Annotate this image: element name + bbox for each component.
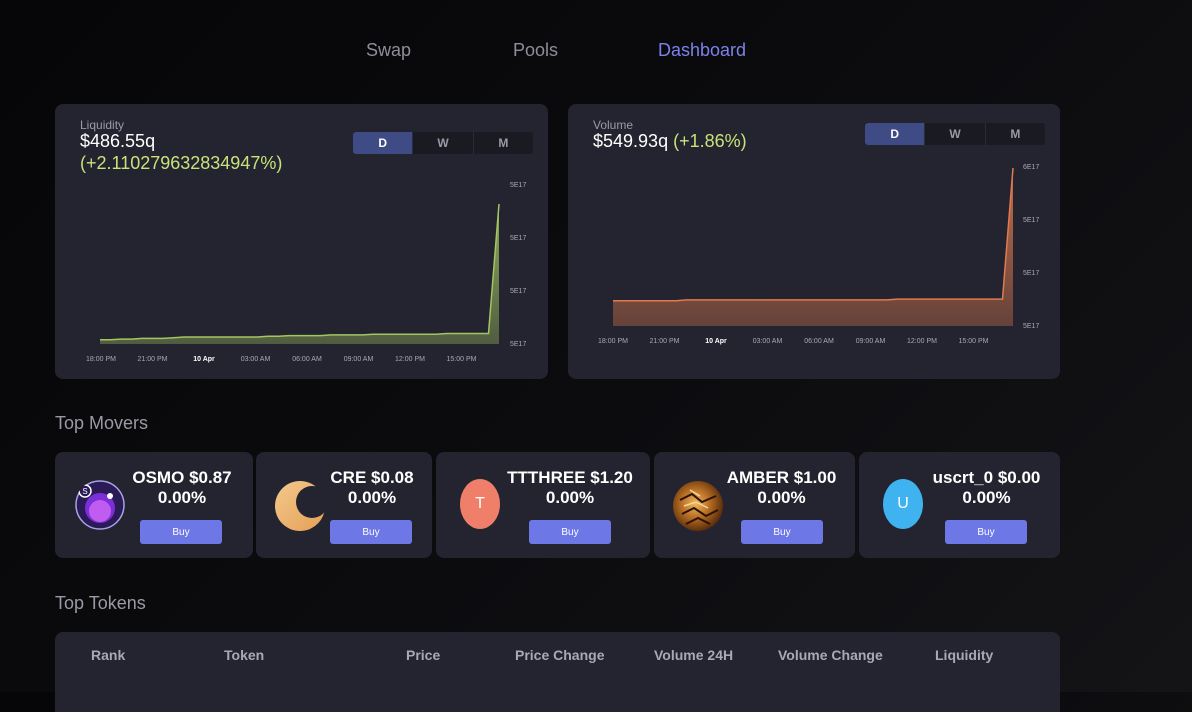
mover-change: 0.00% <box>757 488 806 507</box>
nav-swap[interactable]: Swap <box>366 40 412 60</box>
letter-u-icon: U <box>883 479 923 529</box>
chart-area-volume <box>613 168 1013 326</box>
mover-price: $0.08 <box>371 468 414 487</box>
liquidity-card: 18:00 PM 21:00 PM 10 Apr 03:00 AM 06:00 AM 09… <box>55 104 548 379</box>
liquidity-period-month[interactable]: M <box>498 136 509 150</box>
liquidity-label: Liquidity <box>80 118 125 132</box>
column-header-rank[interactable]: Rank <box>91 647 126 663</box>
column-header-volume-change[interactable]: Volume Change <box>778 647 883 663</box>
mover-card-amber: AMBER $1.00 0.00% Buy <box>654 452 855 558</box>
mover-info: OSMO $0.87 0.00% <box>127 468 237 508</box>
x-tick-label: 18:00 PM <box>598 338 628 345</box>
osmo-logo-icon: S <box>75 480 125 530</box>
volume-period-month[interactable]: M <box>1010 127 1021 141</box>
column-header-price[interactable]: Price <box>406 647 441 663</box>
mover-change: 0.00% <box>347 488 397 507</box>
mover-symbol: CRE <box>330 468 367 487</box>
x-tick-label: 03:00 AM <box>753 338 783 345</box>
y-tick-label: 5E17 <box>510 341 526 348</box>
mover-change: 0.00% <box>545 488 595 507</box>
x-tick-label: 10 Apr <box>705 338 727 345</box>
svg-text:S: S <box>82 487 87 496</box>
mover-price: $1.20 <box>590 468 633 487</box>
x-tick-label: 18:00 PM <box>86 356 116 363</box>
chart-area-liquidity <box>100 204 499 344</box>
volume-period-day[interactable]: D <box>865 123 926 145</box>
mover-info: AMBER $1.00 0.00% <box>724 468 839 508</box>
liquidity-period-week[interactable]: W <box>413 132 474 154</box>
top-tokens-title: Top Tokens <box>55 593 146 613</box>
buy-button-uscrt[interactable]: Buy <box>945 520 1027 544</box>
y-tick-label: 5E17 <box>1023 270 1039 277</box>
liquidity-period-day[interactable]: D <box>353 132 414 154</box>
x-tick-label: 15:00 PM <box>959 338 989 345</box>
buy-button-cre[interactable]: Buy <box>330 520 412 544</box>
y-tick-label: 5E17 <box>1023 217 1039 224</box>
volume-card: 18:00 PM 21:00 PM 10 Apr 03:00 AM 06:00 AM 09… <box>568 104 1060 379</box>
y-tick-label: 5E17 <box>510 235 526 242</box>
column-header-token[interactable]: Token <box>224 647 265 663</box>
liquidity-value-block: $486.55q (+2.110279632834947%) <box>80 130 282 174</box>
chart-line-volume <box>613 167 1014 302</box>
mover-card-cre: CRE $0.08 0.00% Buy <box>256 452 432 558</box>
nav-dashboard[interactable]: Dashboard <box>658 40 747 60</box>
liquidity-change: (+2.110279632834947%) <box>80 153 283 173</box>
column-header-price-change[interactable]: Price Change <box>515 647 605 663</box>
x-tick-label: 10 Apr <box>193 356 215 363</box>
y-tick-label: 5E17 <box>510 288 526 295</box>
x-tick-label: 21:00 PM <box>138 356 168 363</box>
x-tick-label: 15:00 PM <box>447 356 477 363</box>
mover-info: uscrt_0 $0.00 0.00% <box>929 468 1044 508</box>
x-tick-label: 06:00 AM <box>804 338 834 345</box>
volume-label: Volume <box>593 118 634 132</box>
volume-value: $549.93q <box>593 131 669 151</box>
volume-change: (+1.86%) <box>673 131 747 151</box>
mover-price: $0.00 <box>997 468 1041 487</box>
volume-period-toggle: D W M <box>865 123 1045 145</box>
x-tick-label: 09:00 AM <box>856 338 886 345</box>
mover-symbol: uscrt_0 <box>932 468 994 487</box>
buy-button-amber[interactable]: Buy <box>741 520 823 544</box>
buy-button-osmo[interactable]: Buy <box>140 520 222 544</box>
volume-period-week[interactable]: W <box>925 123 986 145</box>
top-nav: Swap Pools Dashboard <box>0 40 1192 68</box>
liquidity-value: $486.55q <box>80 131 156 151</box>
mover-price: $0.87 <box>189 468 232 487</box>
volume-value-block: $549.93q (+1.86%) <box>593 130 747 152</box>
x-tick-label: 09:00 AM <box>344 356 374 363</box>
mover-symbol: AMBER <box>726 468 790 487</box>
letter-t-icon: T <box>460 479 500 529</box>
mover-card-uscrt: U uscrt_0 $0.00 0.00% Buy <box>859 452 1060 558</box>
column-header-liquidity[interactable]: Liquidity <box>935 647 994 663</box>
mover-info: TTTHREE $1.20 0.00% <box>506 468 634 508</box>
chart-line-liquidity <box>100 203 500 341</box>
mover-change: 0.00% <box>962 488 1011 507</box>
mover-symbol: OSMO <box>132 468 185 487</box>
x-tick-label: 12:00 PM <box>395 356 425 363</box>
mover-price: $1.00 <box>793 468 837 487</box>
crescent-logo-icon <box>274 480 326 532</box>
top-movers-title: Top Movers <box>55 413 149 433</box>
mover-card-ttthree: T TTTHREE $1.20 0.00% Buy <box>436 452 650 558</box>
mover-change: 0.00% <box>157 488 207 507</box>
liquidity-chart: 18:00 PM 21:00 PM 10 Apr 03:00 AM 06:00 AM 09… <box>86 182 526 363</box>
top-tokens-table: Rank Token Price Price Change Volume 24H… <box>55 632 1060 712</box>
amber-logo-icon <box>672 480 724 532</box>
x-tick-label: 12:00 PM <box>907 338 937 345</box>
mover-symbol: TTTHREE <box>507 468 586 487</box>
y-tick-label: 6E17 <box>1023 164 1039 171</box>
liquidity-period-toggle: D W M <box>353 132 533 154</box>
y-tick-label: 5E17 <box>510 182 526 189</box>
mover-info: CRE $0.08 0.00% <box>324 468 420 508</box>
mover-card-osmo: S OSMO $0.87 0.00% Buy <box>55 452 253 558</box>
x-tick-label: 21:00 PM <box>650 338 680 345</box>
nav-pools[interactable]: Pools <box>513 40 559 60</box>
y-tick-label: 5E17 <box>1023 323 1039 330</box>
x-tick-label: 06:00 AM <box>292 356 322 363</box>
volume-chart: 18:00 PM 21:00 PM 10 Apr 03:00 AM 06:00 AM 09… <box>598 164 1039 345</box>
buy-button-ttthree[interactable]: Buy <box>529 520 611 544</box>
x-tick-label: 03:00 AM <box>241 356 271 363</box>
column-header-volume-24h[interactable]: Volume 24H <box>654 647 734 663</box>
